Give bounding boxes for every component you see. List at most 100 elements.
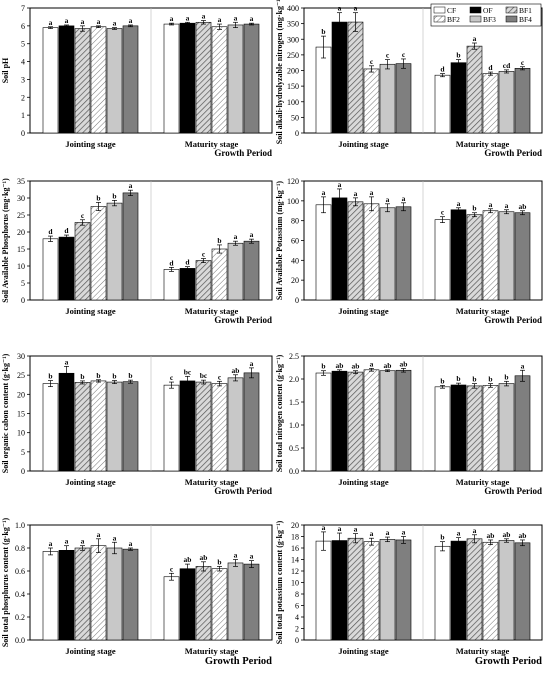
bar-bf2 [211,568,228,641]
y-tick-label: 30 [17,352,25,361]
significance-letter: a [322,188,326,197]
y-tick-label: 8 [295,590,299,599]
y-tick-label: 1.0 [15,521,25,530]
bar-bf2 [363,68,380,134]
significance-letter: b [504,372,508,381]
bar-bf4 [122,381,139,472]
bar-cf [163,384,180,472]
significance-letter: ab [519,531,527,540]
legend-label: CF [447,6,456,15]
significance-letter: c [170,373,174,382]
legend-label: BF2 [447,15,460,24]
bar-bf4 [395,206,412,301]
y-tick-label: 15 [17,245,25,254]
significance-letter: b [472,204,476,213]
significance-letter: a [234,13,238,22]
y-axis-label: Soil alkali-hydrolyzable nitrogen (mg·kg… [275,0,284,144]
significance-letter: c [521,58,525,67]
significance-letter: d [64,226,69,235]
bar-bf1 [347,21,364,134]
significance-letter: ab [184,555,192,564]
significance-letter: a [218,15,222,24]
significance-letter: a [65,357,69,366]
bar-of [331,197,348,301]
significance-letter: a [65,16,69,25]
bar-cf [42,27,59,134]
bar-bf2 [90,545,107,641]
significance-letter: b [217,236,221,245]
significance-letter: bc [200,371,208,380]
y-tick-label: 50 [291,113,299,122]
y-tick-label: 25 [17,211,25,220]
significance-letter: c [402,50,406,59]
chart-panel-3: 0 5 10 15 20 25 30 35 Soil Available Phosphorus … [1,177,273,325]
significance-letter: a [354,189,358,198]
significance-letter: b [440,376,444,385]
bar-bf1 [466,214,483,301]
bar-bf4 [243,240,260,301]
significance-letter: a [81,537,85,546]
y-tick-label: 100 [287,98,299,107]
bar-of [179,268,196,301]
bar-of [58,25,75,134]
significance-letter: ab [487,531,495,540]
y-tick-label: 1 [21,111,25,120]
bar-bf2 [211,383,228,472]
bar-bf3 [379,63,396,134]
significance-letter: a [457,529,461,538]
bar-cf [42,551,59,641]
y-tick-label: 0 [21,296,25,305]
bar-bf1 [195,21,212,134]
bar-cf [163,23,180,134]
bar-bf4 [514,375,531,472]
x-category-label: Maturity stage [185,646,239,656]
y-tick-label: 300 [287,35,299,44]
legend-label: BF4 [519,15,532,24]
x-category-label: Jointing stage [65,646,116,656]
significance-letter: a [129,539,133,548]
significance-letter: a [473,34,477,43]
significance-letter: a [370,359,374,368]
bar-bf3 [379,207,396,301]
bar-of [450,62,467,134]
bar-bf4 [514,68,531,134]
y-tick-label: 0 [295,636,299,645]
y-tick-label: 5 [21,40,25,49]
bar-bf4 [122,192,139,301]
y-tick-label: 14 [291,556,299,565]
significance-letter: ab [519,202,527,211]
chart-panel-6: 0.0 0.5 1.0 1.5 2.0 2.5 Soil total nitrogen co… [275,352,543,496]
legend-swatch [433,15,446,23]
x-category-label: Maturity stage [456,477,510,487]
significance-letter: ab [352,362,360,371]
bar-bf1 [195,566,212,641]
bar-bf3 [106,202,123,301]
x-axis-title: Growth Period [214,315,272,325]
bar-cf [434,74,451,134]
bar-of [58,372,75,472]
bar-bf3 [498,540,515,641]
y-tick-label: 15 [17,410,25,419]
x-axis-title: Growth Period [475,656,542,667]
significance-letter: a [113,533,117,542]
y-tick-label: 0 [21,129,25,138]
x-category-label: Jointing stage [65,139,116,149]
y-tick-label: 0.5 [289,444,299,453]
significance-letter: b [128,371,132,380]
y-tick-label: 5 [21,448,25,457]
bar-cf [434,219,451,301]
significance-letter: a [338,4,342,13]
significance-letter: b [217,557,221,566]
legend-swatch [505,6,518,14]
significance-letter: a [129,181,133,190]
significance-letter: b [488,375,492,384]
significance-letter: d [488,63,493,72]
y-tick-label: 1.0 [289,421,299,430]
y-tick-label: 4 [21,58,25,67]
significance-letter: cd [503,61,511,70]
y-tick-label: 2 [295,625,299,634]
bar-cf [315,540,332,641]
y-tick-label: 80 [291,217,299,226]
bar-of [179,568,196,641]
